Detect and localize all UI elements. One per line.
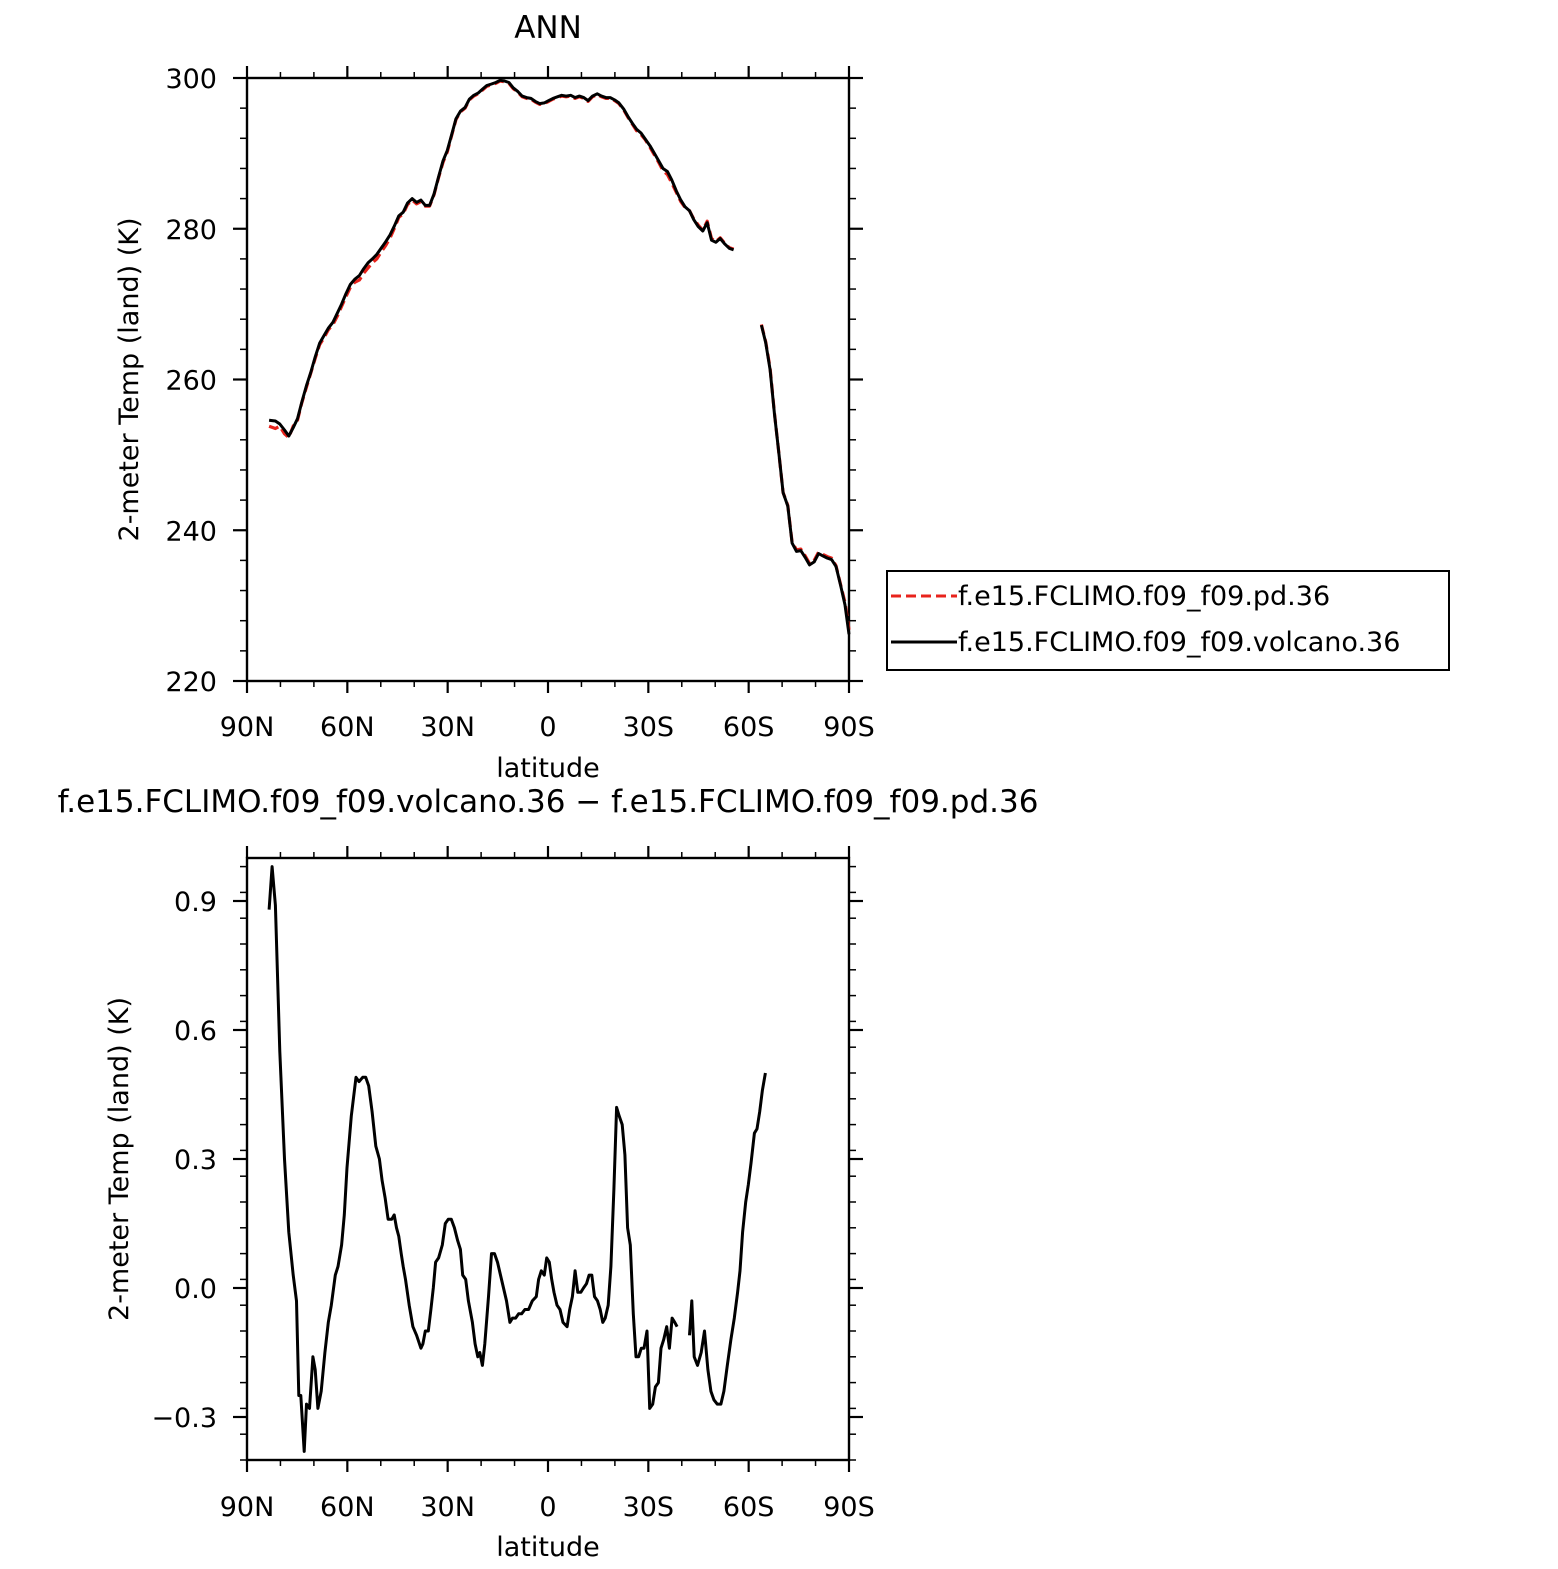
legend-label: f.e15.FCLIMO.f09_f09.pd.36 bbox=[958, 581, 1330, 612]
panel-top: ANN 90N 60N 30N 0 30S 60S 90S 300 280 260 240 220 lat… bbox=[114, 10, 875, 784]
x-tick-label: 60S bbox=[723, 1492, 775, 1523]
x-tick-label: 90N bbox=[220, 712, 275, 743]
plot-frame bbox=[245, 856, 851, 1462]
legend: f.e15.FCLIMO.f09_f09.pd.36 f.e15.FCLIMO.f… bbox=[886, 570, 1450, 671]
y-tick-label: 300 bbox=[165, 64, 217, 95]
y-tick-label: 0.6 bbox=[174, 1016, 217, 1047]
series-line-0-segment-0 bbox=[268, 79, 735, 440]
x-tick-label: 90S bbox=[823, 1492, 875, 1523]
y-axis-label: 2-meter Temp (land) (K) bbox=[104, 997, 135, 1321]
x-tick-label: 30S bbox=[623, 1492, 675, 1523]
x-tick-label: 90S bbox=[823, 712, 875, 743]
y-tick-label: 240 bbox=[165, 516, 217, 547]
y-tick-label: 260 bbox=[165, 366, 217, 397]
chart-title: f.e15.FCLIMO.f09_f09.volcano.36 − f.e15.… bbox=[58, 784, 1039, 820]
x-tick-label: 90N bbox=[220, 1492, 275, 1523]
panel-bottom: f.e15.FCLIMO.f09_f09.volcano.36 − f.e15.… bbox=[58, 784, 1039, 1563]
y-tick-label: −0.3 bbox=[151, 1403, 217, 1434]
chart-title: ANN bbox=[514, 10, 582, 46]
y-tick-label: 0.9 bbox=[174, 887, 217, 918]
x-tick-label: 0 bbox=[539, 1492, 556, 1523]
legend-box bbox=[886, 570, 1450, 671]
x-tick-label: 30N bbox=[420, 712, 475, 743]
y-tick-label: 280 bbox=[165, 215, 217, 246]
y-axis-label: 2-meter Temp (land) (K) bbox=[114, 218, 145, 542]
y-tick-label: 220 bbox=[165, 667, 217, 698]
x-tick-label: 30S bbox=[623, 712, 675, 743]
y-tick-label: 0.3 bbox=[174, 1145, 217, 1176]
series-line-0-segment-1 bbox=[759, 324, 851, 630]
x-axis-label: latitude bbox=[496, 753, 600, 784]
x-tick-label: 60N bbox=[320, 1492, 375, 1523]
x-axis-label: latitude bbox=[496, 1532, 600, 1563]
plot-frame bbox=[245, 76, 851, 683]
series-line-0-segment-1 bbox=[688, 1072, 767, 1406]
y-tick-label: 0.0 bbox=[174, 1274, 217, 1305]
series-line-1-segment-0 bbox=[268, 78, 735, 438]
x-tick-label: 60S bbox=[723, 712, 775, 743]
legend-label: f.e15.FCLIMO.f09_f09.volcano.36 bbox=[958, 627, 1400, 658]
series-line-1-segment-1 bbox=[759, 324, 851, 635]
series-line-0-segment-0 bbox=[267, 865, 679, 1453]
x-tick-label: 30N bbox=[420, 1492, 475, 1523]
x-tick-label: 60N bbox=[320, 712, 375, 743]
x-tick-label: 0 bbox=[539, 712, 556, 743]
